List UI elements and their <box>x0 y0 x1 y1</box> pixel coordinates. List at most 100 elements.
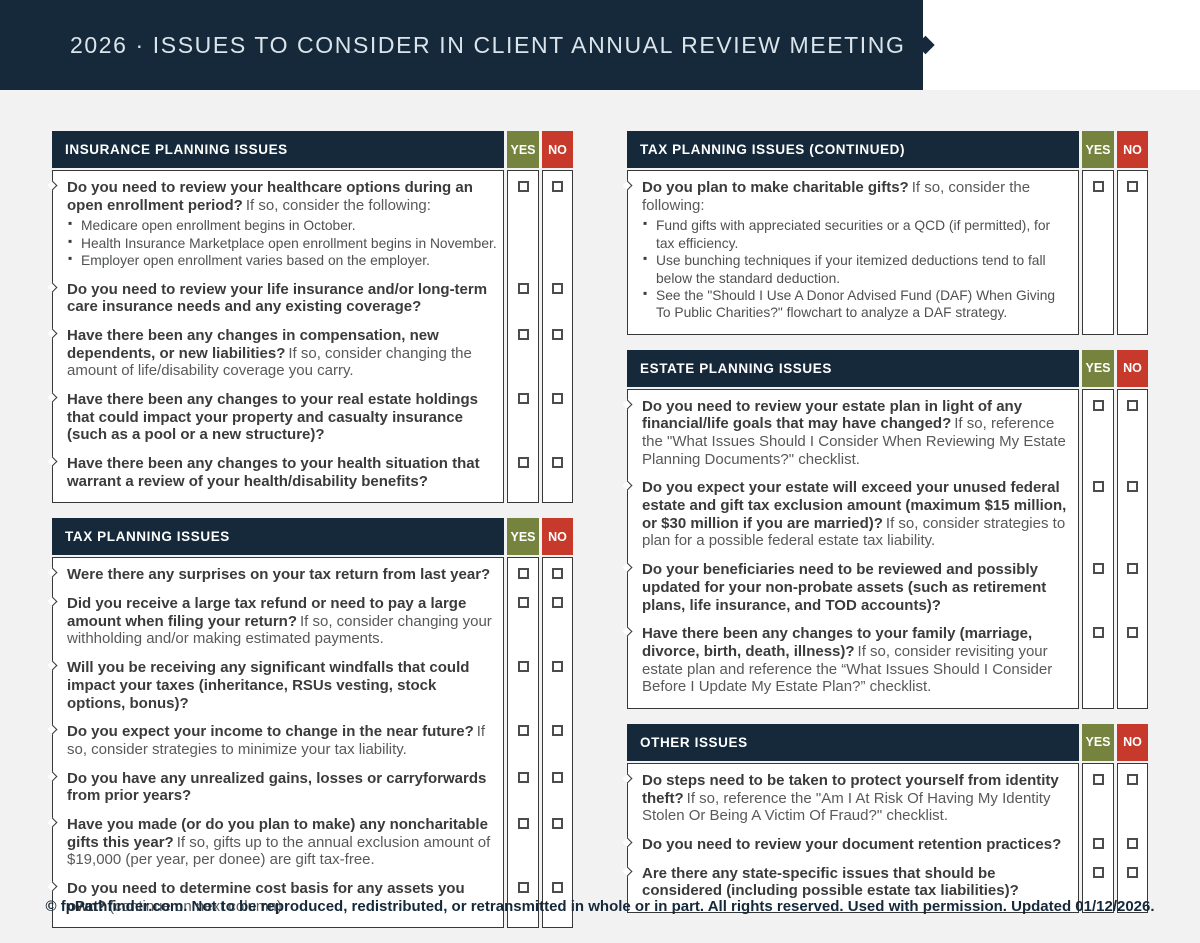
question-bold: Did you receive a large tax refund or ne… <box>67 595 467 630</box>
no-checkbox[interactable] <box>552 568 563 580</box>
question-note: If so, consider the following: <box>245 196 431 214</box>
yes-checkbox[interactable] <box>1092 481 1104 493</box>
question-text: Do you expect your estate will exceed yo… <box>642 479 1072 550</box>
question-cell: Do you need to review your estate plan i… <box>622 388 1079 472</box>
yes-checkbox[interactable] <box>1092 838 1104 849</box>
row-chevron-icon <box>622 866 632 877</box>
table-title: INSURANCE PLANNING ISSUES <box>52 131 504 168</box>
row-chevron-icon <box>47 771 57 782</box>
no-column-header: NO <box>1117 723 1148 761</box>
no-cell <box>542 382 573 447</box>
yes-checkbox[interactable] <box>1092 866 1104 878</box>
no-checkbox[interactable] <box>552 328 563 340</box>
yes-checkbox[interactable] <box>517 392 529 404</box>
no-checkbox[interactable] <box>552 392 563 404</box>
no-checkbox[interactable] <box>1127 773 1138 785</box>
no-checkbox[interactable] <box>552 725 563 737</box>
no-checkbox[interactable] <box>552 457 563 468</box>
yes-checkbox[interactable] <box>517 282 529 294</box>
question-note: If so, consider the following: <box>642 179 1031 214</box>
row-chevron-icon <box>47 817 57 828</box>
yes-cell <box>507 761 539 808</box>
question-note: If so, reference the "What Issues Should… <box>642 415 1066 468</box>
row-chevron-icon <box>622 837 632 848</box>
content-area: INSURANCE PLANNING ISSUES YES NO Do you nee… <box>0 90 1200 943</box>
no-checkbox[interactable] <box>552 181 563 192</box>
question-text: Do you have any unrealized gains, losses… <box>67 770 497 805</box>
question-bold: Were there any surprises on your tax ret… <box>67 566 491 584</box>
no-cell <box>1117 828 1148 857</box>
no-checkbox[interactable] <box>552 771 563 783</box>
row-chevron-icon <box>47 596 57 607</box>
bullet-item: Employer open enrollment varies based on… <box>68 251 497 269</box>
question-text: Do you need to review your life insuranc… <box>67 281 497 316</box>
yes-checkbox[interactable] <box>517 328 529 340</box>
question-cell: Do you need to review your healthcare op… <box>47 170 504 273</box>
row-chevron-icon <box>622 399 632 410</box>
question-text: Have there been any changes in compensat… <box>67 327 497 380</box>
yes-checkbox[interactable] <box>517 725 529 737</box>
no-column-header: NO <box>1117 349 1148 387</box>
no-checkbox[interactable] <box>1127 563 1138 575</box>
yes-checkbox[interactable] <box>1092 399 1104 411</box>
question-note: If so, consider changing your withholdin… <box>67 612 492 648</box>
question-text: Do your beneficiaries need to be reviewe… <box>642 561 1072 614</box>
row-chevron-icon <box>47 282 57 292</box>
question-bold: Are there any state-specific issues that… <box>642 864 1019 900</box>
bullet-item: Health Insurance Marketplace open enroll… <box>68 234 497 252</box>
no-checkbox[interactable] <box>552 282 563 294</box>
yes-checkbox[interactable] <box>517 771 529 783</box>
no-checkbox[interactable] <box>1127 627 1138 639</box>
no-checkbox[interactable] <box>552 597 563 609</box>
no-checkbox[interactable] <box>552 817 563 829</box>
no-cell <box>542 587 573 652</box>
question-cell: Have there been any changes in compensat… <box>47 318 504 383</box>
yes-checkbox[interactable] <box>1092 563 1104 575</box>
yes-cell <box>507 557 539 588</box>
yes-checkbox[interactable] <box>517 817 529 829</box>
no-checkbox[interactable] <box>552 882 563 893</box>
no-checkbox[interactable] <box>1127 838 1138 849</box>
no-column-header: NO <box>542 131 573 168</box>
row-chevron-icon <box>622 180 632 191</box>
no-cell <box>542 715 573 762</box>
question-bold: Do you need to review your document rete… <box>642 836 1062 853</box>
yes-checkbox[interactable] <box>517 568 529 580</box>
no-cell <box>542 872 573 929</box>
row-chevron-icon <box>622 480 632 491</box>
question-text: Were there any surprises on your tax ret… <box>67 566 497 584</box>
question-bold: Do you have any unrealized gains, losses… <box>67 769 487 805</box>
yes-cell <box>507 318 539 383</box>
yes-checkbox[interactable] <box>517 181 529 192</box>
question-bold: Have there been any changes to your real… <box>67 390 478 444</box>
yes-checkbox[interactable] <box>517 457 529 468</box>
yes-checkbox[interactable] <box>1092 627 1104 639</box>
column-right: TAX PLANNING ISSUES (CONTINUED) YES NO Do y… <box>622 131 1148 943</box>
no-checkbox[interactable] <box>1127 399 1138 411</box>
yes-checkbox[interactable] <box>517 597 529 609</box>
row-chevron-icon <box>47 392 57 403</box>
yes-cell <box>1082 617 1114 709</box>
no-checkbox[interactable] <box>552 661 563 673</box>
question-text: Have there been any changes to your heal… <box>67 455 497 490</box>
question-bullets: Fund gifts with appreciated securities o… <box>643 216 1072 322</box>
yes-checkbox[interactable] <box>517 882 529 893</box>
question-cell: Do steps need to be taken to protect you… <box>622 762 1079 828</box>
banner-arrow-icon <box>916 35 935 55</box>
yes-checkbox[interactable] <box>1092 181 1104 192</box>
bullet-item: See the "Should I Use A Donor Advised Fu… <box>643 286 1072 322</box>
question-text: Do steps need to be taken to protect you… <box>642 772 1072 825</box>
row-chevron-icon <box>622 626 632 637</box>
question-text: Are there any state-specific issues that… <box>642 865 1072 900</box>
yes-checkbox[interactable] <box>517 661 529 673</box>
question-bold: Do you need to review your life insuranc… <box>67 280 488 316</box>
question-cell: Have there been any changes to your real… <box>47 382 504 447</box>
no-checkbox[interactable] <box>1127 866 1138 878</box>
question-cell: Have there been any changes to your heal… <box>47 447 504 504</box>
no-checkbox[interactable] <box>1127 481 1138 493</box>
yes-checkbox[interactable] <box>1092 773 1104 785</box>
no-cell <box>542 651 573 716</box>
title-banner: 2026 · ISSUES TO CONSIDER IN CLIENT ANNU… <box>0 0 935 90</box>
question-cell: Did you receive a large tax refund or ne… <box>47 587 504 652</box>
no-checkbox[interactable] <box>1127 181 1138 192</box>
